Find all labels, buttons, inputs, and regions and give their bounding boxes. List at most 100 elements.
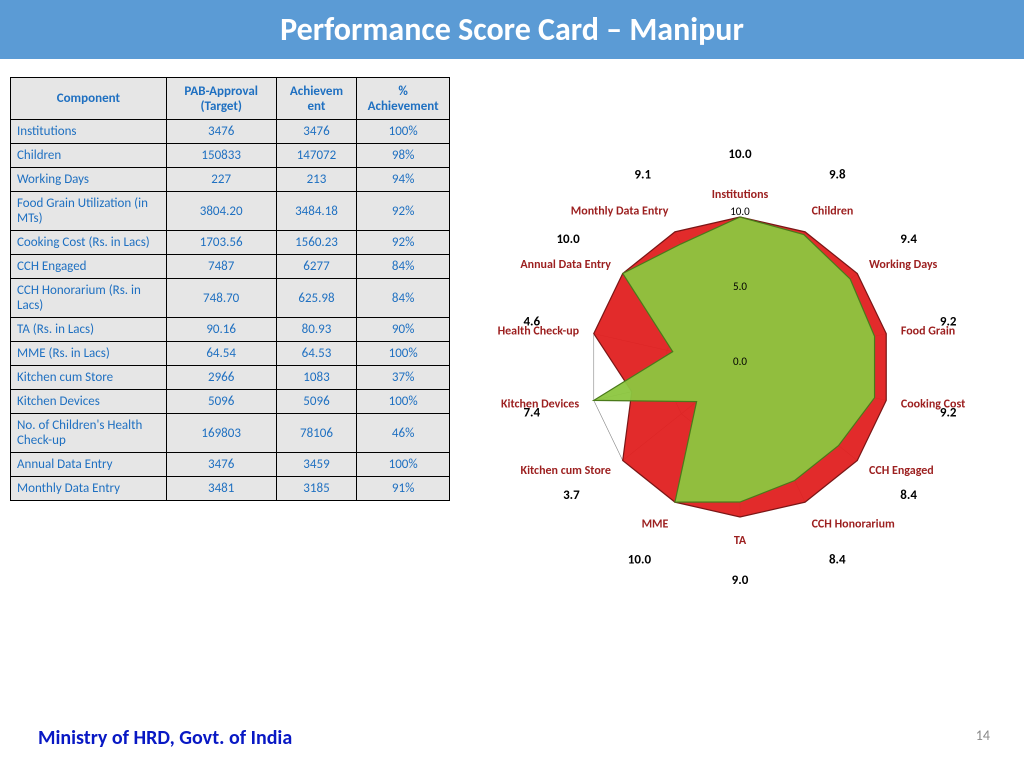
svg-text:0.0: 0.0 [733,355,747,368]
component-cell: Institutions [11,120,167,144]
table-header: Component [11,78,167,120]
page-number: 14 [976,727,990,744]
value-cell: 213 [276,168,357,192]
table-row: Monthly Data Entry3481318591% [11,477,450,501]
table-row: Annual Data Entry34763459100% [11,453,450,477]
value-cell: 1560.23 [276,231,357,255]
component-cell: TA (Rs. in Lacs) [11,318,167,342]
value-cell: 1703.56 [166,231,276,255]
value-cell: 6277 [276,255,357,279]
value-cell: 3484.18 [276,192,357,231]
value-cell: 98% [357,144,450,168]
value-cell: 100% [357,453,450,477]
radar-axis-label: Annual Data Entry [520,258,611,272]
value-cell: 3459 [276,453,357,477]
value-cell: 1083 [276,366,357,390]
component-cell: Food Grain Utilization (in MTs) [11,192,167,231]
value-cell: 7487 [166,255,276,279]
radar-value-label: 3.7 [563,488,580,503]
component-cell: CCH Engaged [11,255,167,279]
value-cell: 147072 [276,144,357,168]
performance-table: ComponentPAB-Approval (Target)Achievem e… [10,77,450,501]
component-cell: Kitchen Devices [11,390,167,414]
value-cell: 5096 [276,390,357,414]
radar-chart-wrap: 0.0 5.0 10.0 Institutions 10.0 Children 9.8 Wor… [450,77,1014,501]
table-row: Cooking Cost (Rs. in Lacs)1703.561560.23… [11,231,450,255]
value-cell: 100% [357,342,450,366]
radar-value-label: 8.4 [900,488,917,503]
radar-axis-label: Kitchen cum Store [521,464,611,478]
table-row: Kitchen cum Store2966108337% [11,366,450,390]
value-cell: 169803 [166,414,276,453]
radar-value-label: 9.8 [829,167,846,182]
value-cell: 90.16 [166,318,276,342]
value-cell: 46% [357,414,450,453]
radar-axis-label: Monthly Data Entry [571,204,669,218]
value-cell: 3481 [166,477,276,501]
value-cell: 64.54 [166,342,276,366]
radar-axis-label: Children [812,204,854,218]
table-row: CCH Engaged7487627784% [11,255,450,279]
value-cell: 90% [357,318,450,342]
value-cell: 3476 [166,120,276,144]
data-table-wrap: ComponentPAB-Approval (Target)Achievem e… [10,77,450,501]
radar-value-label: 10.0 [628,553,652,568]
table-row: TA (Rs. in Lacs)90.1680.9390% [11,318,450,342]
table-row: Food Grain Utilization (in MTs)3804.2034… [11,192,450,231]
value-cell: 5096 [166,390,276,414]
value-cell: 625.98 [276,279,357,318]
table-row: Working Days22721394% [11,168,450,192]
radar-axis-label: Institutions [712,188,769,202]
value-cell: 3476 [276,120,357,144]
value-cell: 100% [357,390,450,414]
table-row: Children15083314707298% [11,144,450,168]
component-cell: No. of Children's Health Check-up [11,414,167,453]
value-cell: 150833 [166,144,276,168]
value-cell: 3476 [166,453,276,477]
radar-axis-label: TA [734,534,747,548]
component-cell: Monthly Data Entry [11,477,167,501]
radar-value-label: 7.4 [523,406,540,421]
value-cell: 92% [357,192,450,231]
radar-value-label: 4.6 [523,314,540,329]
value-cell: 92% [357,231,450,255]
radar-chart: 0.0 5.0 10.0 Institutions 10.0 Children 9.8 Wor… [450,77,1020,657]
value-cell: 37% [357,366,450,390]
radar-axis-label: Working Days [869,258,938,272]
table-header: Achievem ent [276,78,357,120]
value-cell: 78106 [276,414,357,453]
value-cell: 227 [166,168,276,192]
value-cell: 84% [357,279,450,318]
radar-value-label: 9.2 [940,406,957,421]
radar-value-label: 9.4 [900,232,917,247]
table-row: No. of Children's Health Check-up1698037… [11,414,450,453]
value-cell: 64.53 [276,342,357,366]
value-cell: 94% [357,168,450,192]
radar-axis-label: MME [642,518,669,532]
content-area: ComponentPAB-Approval (Target)Achievem e… [0,59,1024,501]
component-cell: Children [11,144,167,168]
component-cell: CCH Honorarium (Rs. in Lacs) [11,279,167,318]
radar-value-label: 9.2 [940,314,957,329]
radar-axis-label: CCH Engaged [869,464,934,478]
component-cell: Annual Data Entry [11,453,167,477]
table-header: % Achievement [357,78,450,120]
svg-text:10.0: 10.0 [730,205,750,218]
svg-text:5.0: 5.0 [733,280,747,293]
table-row: MME (Rs. in Lacs)64.5464.53100% [11,342,450,366]
radar-axis-label: CCH Honorarium [812,518,895,532]
value-cell: 80.93 [276,318,357,342]
radar-axis-label: Kitchen Devices [501,398,579,412]
page-title: Performance Score Card – Manipur [0,0,1024,59]
table-row: CCH Honorarium (Rs. in Lacs)748.70625.98… [11,279,450,318]
table-row: Institutions34763476100% [11,120,450,144]
value-cell: 3185 [276,477,357,501]
radar-value-label: 10.0 [728,147,752,162]
value-cell: 748.70 [166,279,276,318]
value-cell: 3804.20 [166,192,276,231]
component-cell: Cooking Cost (Rs. in Lacs) [11,231,167,255]
value-cell: 100% [357,120,450,144]
radar-value-label: 9.1 [634,167,651,182]
table-header: PAB-Approval (Target) [166,78,276,120]
radar-value-label: 9.0 [732,573,749,588]
